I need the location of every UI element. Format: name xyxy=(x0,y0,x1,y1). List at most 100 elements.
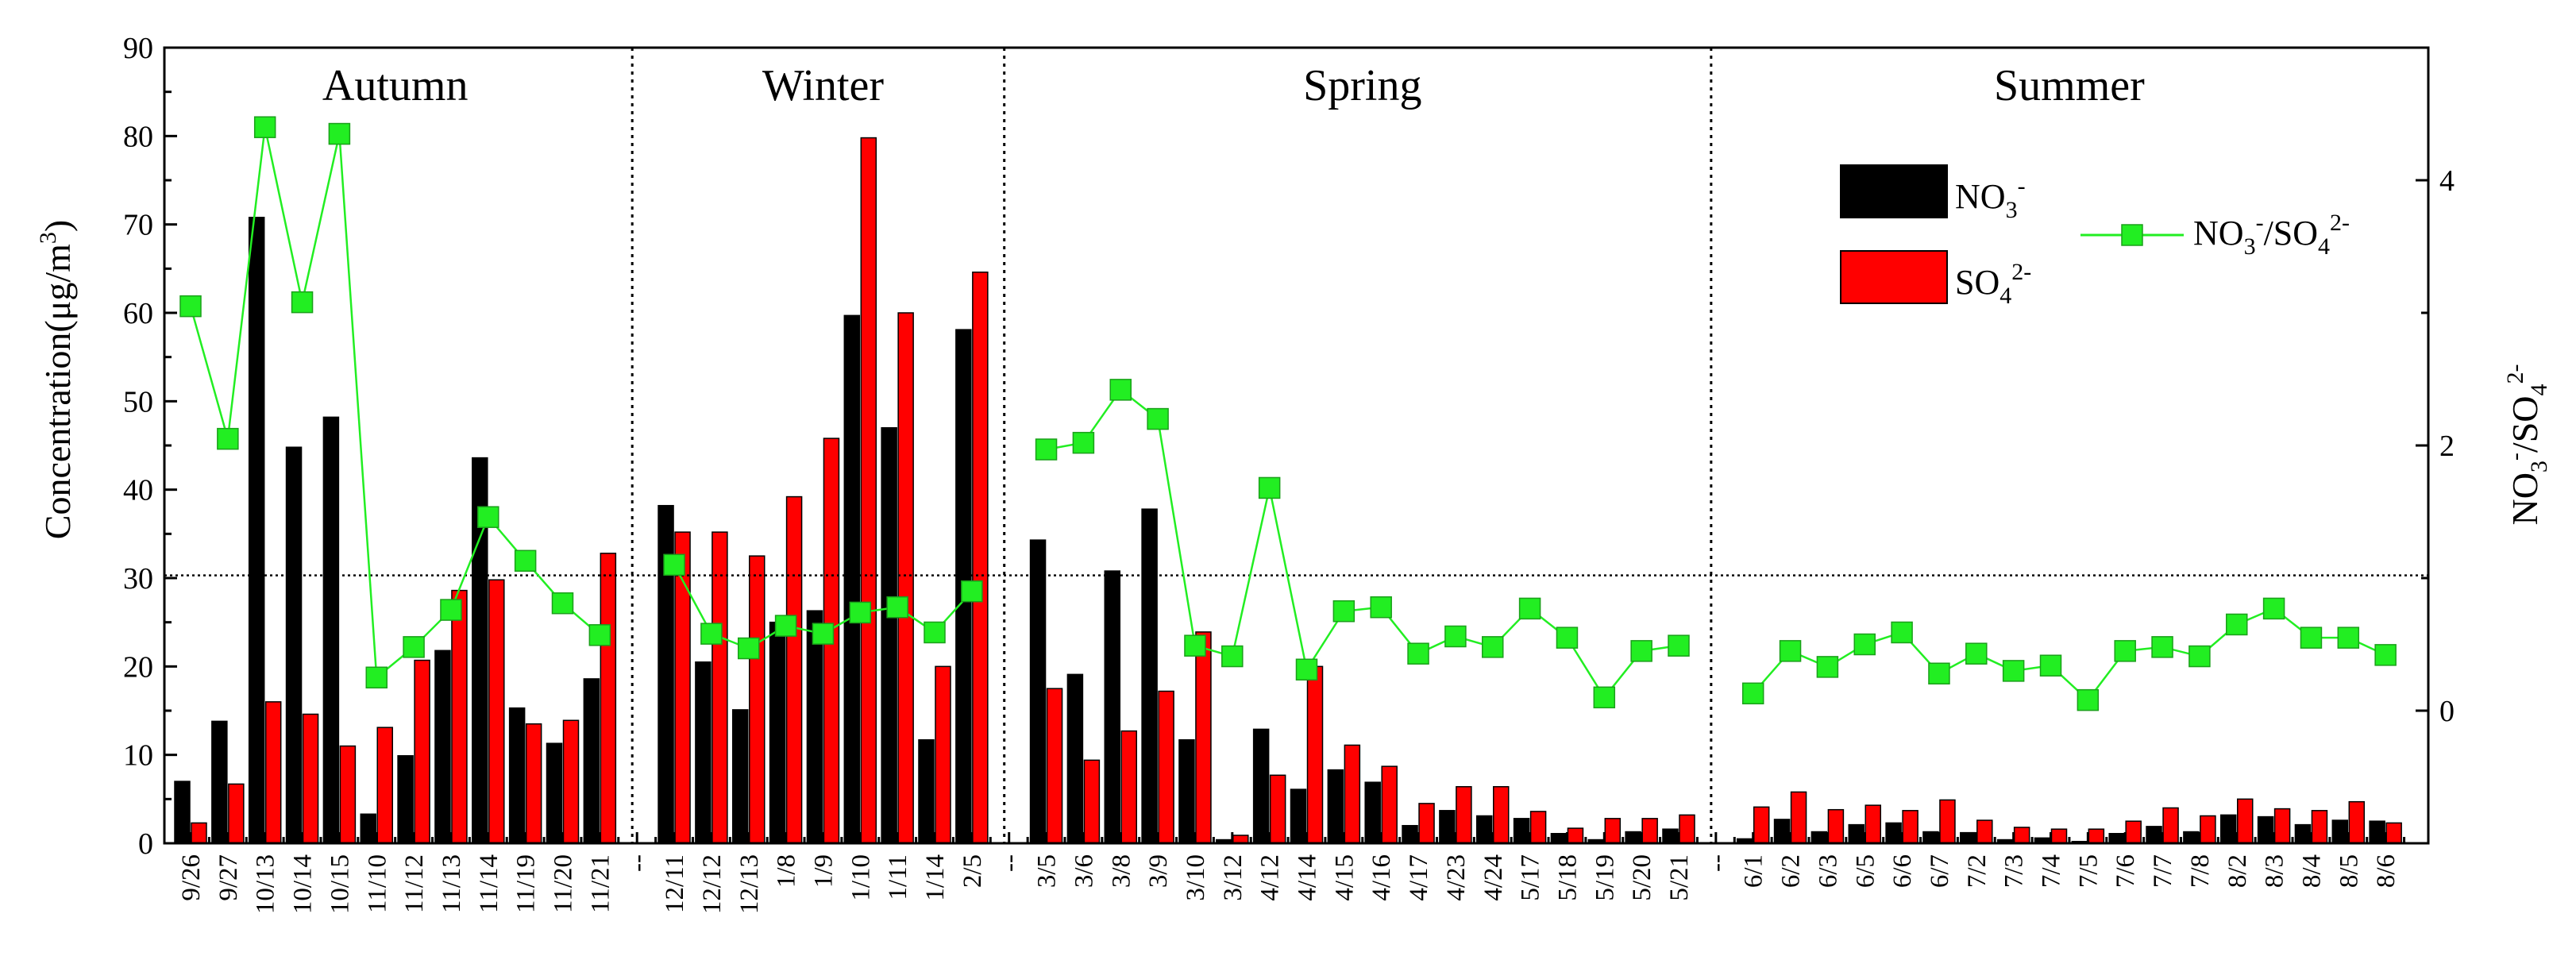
bar-so4 xyxy=(1604,818,1622,844)
bar-no3 xyxy=(1439,810,1456,844)
x-tick-label: 9/27 xyxy=(214,854,243,901)
bar-no3 xyxy=(2257,815,2274,844)
x-tick-label: 5/20 xyxy=(1628,854,1656,901)
bar-so4 xyxy=(228,783,245,844)
x-tick-label: 7/4 xyxy=(2038,854,2066,888)
x-tick-label: 8/2 xyxy=(2223,854,2252,888)
x-tick-label: -- xyxy=(1703,854,1731,872)
bar-so4 xyxy=(1976,819,1993,844)
bar-so4 xyxy=(1269,774,1286,844)
ratio-line-segment xyxy=(1752,607,2386,702)
bar-no3 xyxy=(508,707,526,844)
legend-ratio-marker xyxy=(2121,224,2143,246)
ratio-marker xyxy=(1221,645,1244,668)
bar-so4 xyxy=(1902,810,1919,844)
bar-no3 xyxy=(1029,539,1047,844)
bar-no3 xyxy=(1141,508,1158,844)
ratio-line-layer xyxy=(179,116,2397,711)
x-tick-label: 7/5 xyxy=(2074,854,2103,888)
ratio-marker xyxy=(1630,640,1652,662)
x-tick-label: 1/10 xyxy=(846,854,875,901)
bar-so4 xyxy=(339,745,357,844)
bar-no3 xyxy=(843,314,861,844)
bar-no3 xyxy=(2369,820,2385,844)
bar-so4 xyxy=(2237,798,2254,844)
x-tick-label: 4/14 xyxy=(1294,854,1322,901)
x-tick-label: 10/15 xyxy=(326,854,354,914)
ratio-marker xyxy=(700,623,723,645)
y-left-tick-label: 0 xyxy=(138,827,153,861)
bar-so4 xyxy=(191,822,207,844)
ratio-marker xyxy=(1370,596,1392,619)
ratio-marker xyxy=(1556,627,1579,649)
bar-no3 xyxy=(732,709,749,844)
ratio-marker xyxy=(1444,625,1467,648)
bar-so4 xyxy=(2050,828,2068,844)
y-left-tick-label: 70 xyxy=(123,209,153,242)
bar-no3 xyxy=(1550,833,1568,844)
ratio-marker xyxy=(217,427,239,450)
ratio-marker xyxy=(440,599,462,621)
bar-so4 xyxy=(1790,791,1807,844)
ratio-marker xyxy=(886,596,908,619)
bar-no3 xyxy=(322,416,340,844)
ratio-marker xyxy=(2077,688,2100,711)
x-tick-label: 11/19 xyxy=(512,854,541,913)
x-tick-label: 4/17 xyxy=(1405,854,1433,901)
ratio-marker xyxy=(291,291,314,314)
bar-so4 xyxy=(2125,820,2142,844)
ratio-marker xyxy=(1258,476,1281,499)
x-tick-label: 4/15 xyxy=(1330,854,1359,901)
bar-no3 xyxy=(248,217,265,844)
bar-so4 xyxy=(1567,827,1584,844)
x-tick-label: 3/6 xyxy=(1070,854,1098,888)
x-tick-label: 1/9 xyxy=(809,854,838,888)
bar-so4 xyxy=(897,312,914,844)
bar-no3 xyxy=(2294,823,2312,844)
ratio-marker xyxy=(2337,627,2360,649)
y-axis-right-title: NO3-/SO42- xyxy=(2502,364,2552,525)
y-axis-left-title: Concentration(μg/m3) xyxy=(35,220,78,539)
ratio-marker xyxy=(1891,621,1913,644)
bar-no3 xyxy=(174,781,191,844)
x-tick-label: 1/8 xyxy=(773,854,801,888)
bar-no3 xyxy=(583,678,600,844)
legend-ratio-label: NO3-/SO42- xyxy=(2193,210,2350,260)
ratio-marker xyxy=(1518,597,1541,620)
bar-so4 xyxy=(1306,665,1324,844)
x-tick-label: 6/3 xyxy=(1814,854,1842,888)
bar-no3 xyxy=(1178,738,1195,844)
ratio-marker xyxy=(774,615,797,637)
x-tick-label: 3/5 xyxy=(1033,854,1062,888)
x-tick-label: 5/17 xyxy=(1517,854,1545,901)
x-tick-label: 11/10 xyxy=(363,854,391,913)
x-tick-label: 3/8 xyxy=(1107,854,1136,888)
bar-no3 xyxy=(1402,824,1418,844)
bar-no3 xyxy=(1811,831,1828,844)
x-tick-label: 3/10 xyxy=(1182,854,1210,901)
y-left-tick-label: 10 xyxy=(123,739,153,773)
ratio-marker xyxy=(514,549,537,573)
bar-so4 xyxy=(1679,814,1695,844)
ratio-marker xyxy=(2002,660,2025,682)
ratio-line-segment xyxy=(1046,388,1679,700)
x-tick-label: -- xyxy=(623,854,652,872)
ratio-marker xyxy=(2151,636,2173,658)
ratio-marker xyxy=(1407,642,1429,665)
season-label: Summer xyxy=(1994,61,2145,110)
ratio-marker xyxy=(2262,597,2285,620)
x-tick-label: 1/14 xyxy=(921,854,950,901)
ratio-marker xyxy=(253,116,276,138)
x-tick-label: 9/26 xyxy=(177,854,206,901)
y-left-tick-label: 30 xyxy=(123,562,153,596)
bar-so4 xyxy=(1046,688,1063,844)
bar-no3 xyxy=(918,738,935,844)
ratio-marker xyxy=(1779,640,1802,662)
bar-so4 xyxy=(562,719,580,844)
bar-no3 xyxy=(1848,823,1865,844)
bar-no3 xyxy=(397,755,414,844)
x-tick-label: 11/20 xyxy=(550,854,578,913)
bar-so4 xyxy=(1529,811,1547,844)
ratio-marker xyxy=(551,592,574,615)
bar-so4 xyxy=(711,531,728,844)
